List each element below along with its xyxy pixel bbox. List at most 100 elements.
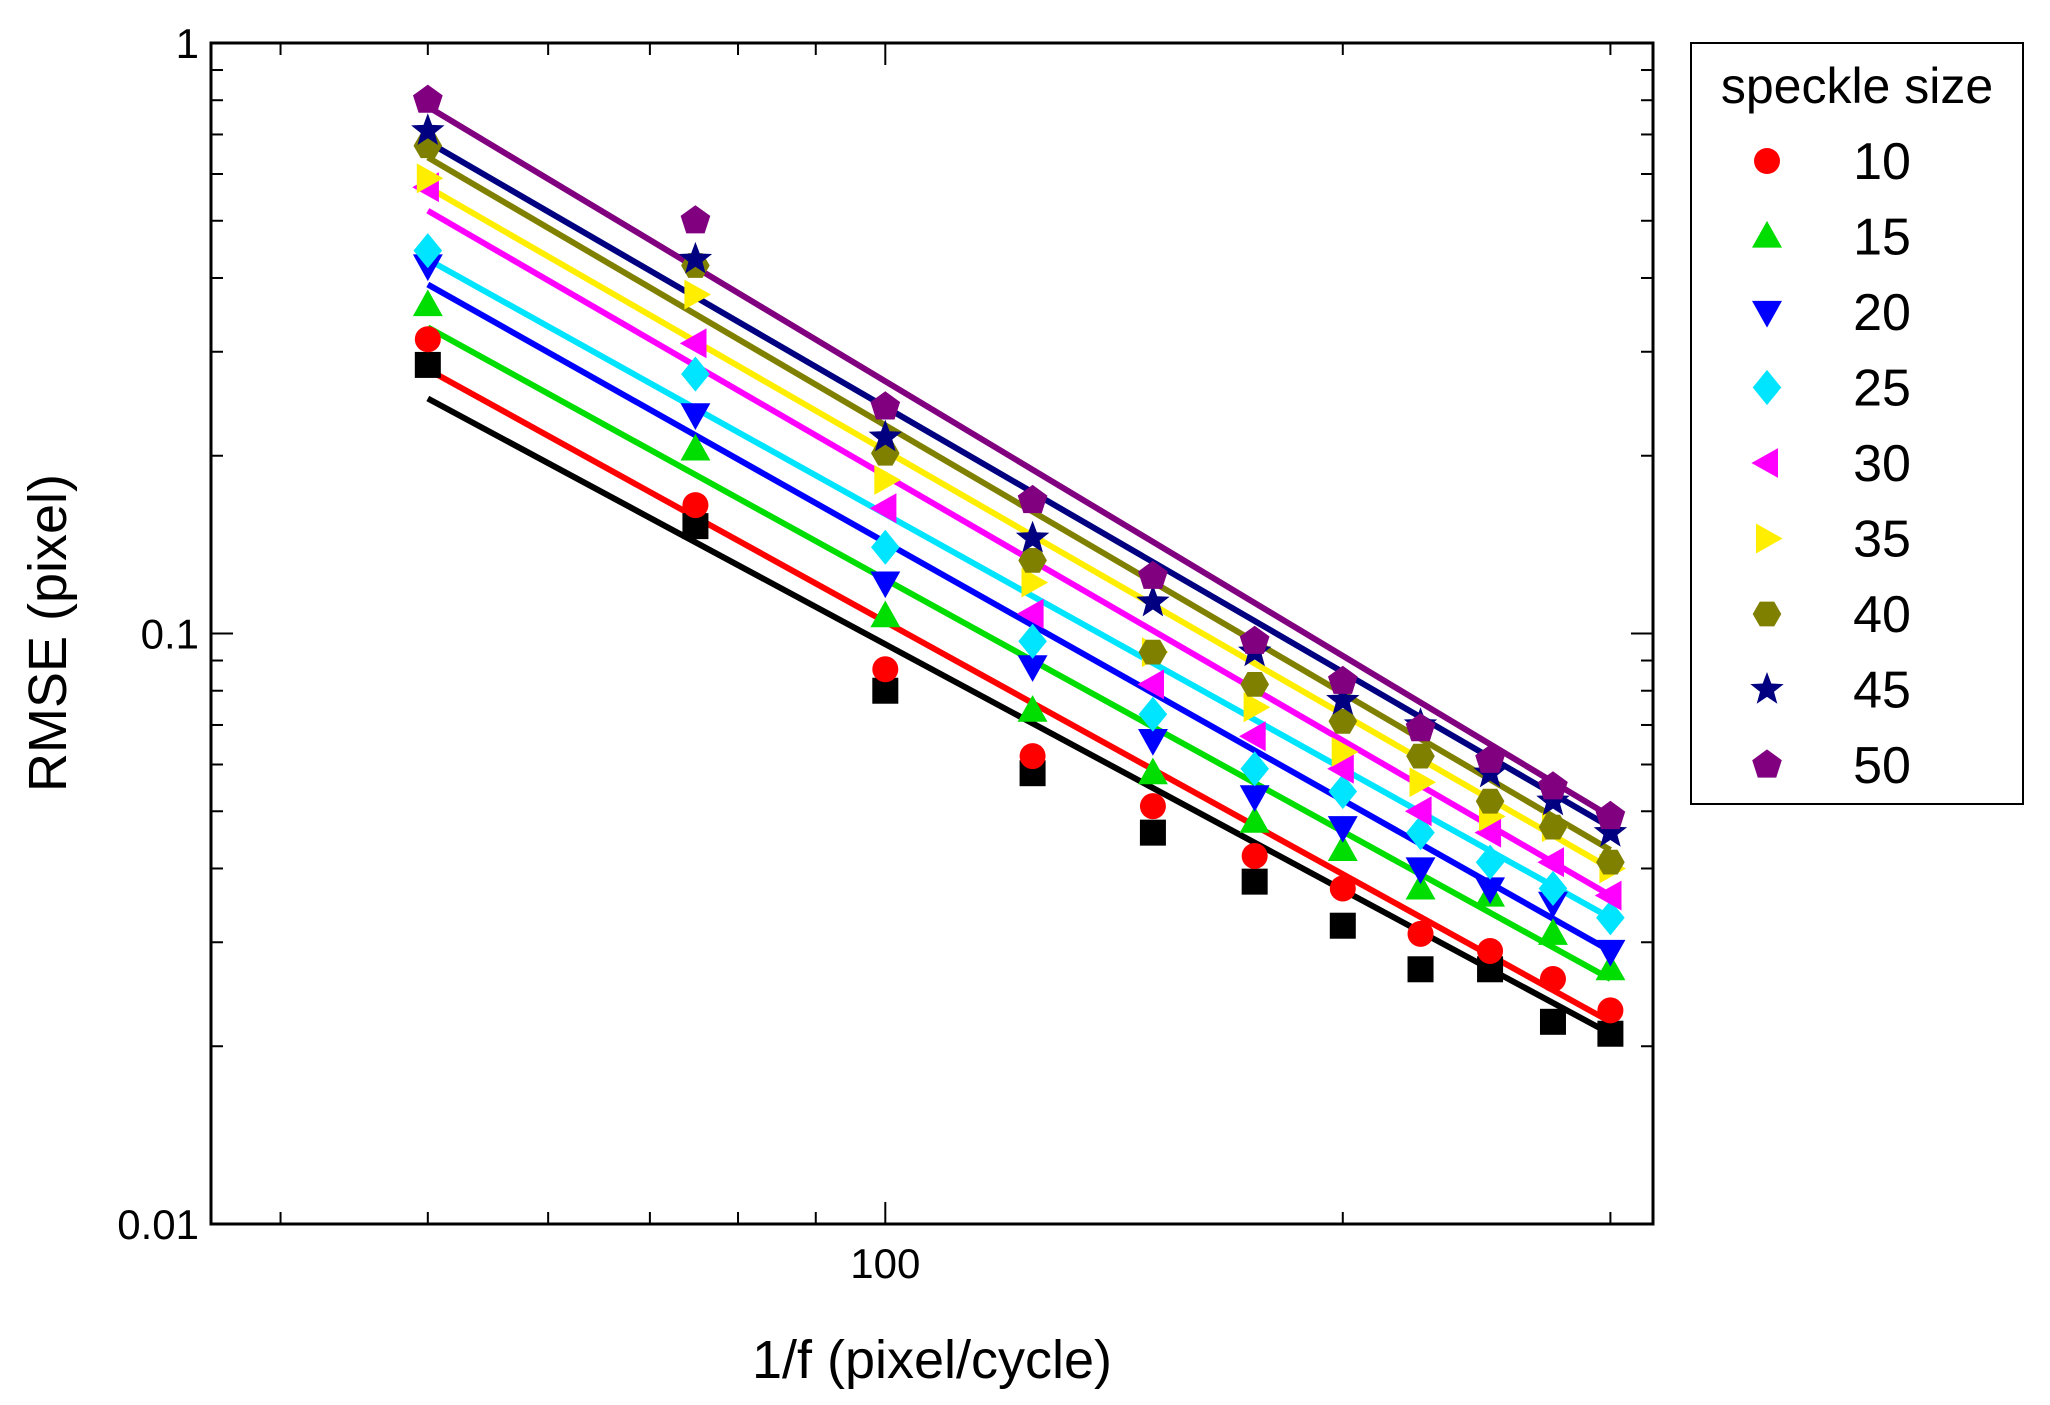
legend-label-50: 50 bbox=[1853, 737, 1911, 795]
y-tick-label: 0.01 bbox=[117, 1201, 199, 1248]
series-45-point bbox=[1326, 683, 1360, 715]
series-50-point bbox=[1538, 771, 1568, 800]
axis-ticks bbox=[211, 42, 1653, 1225]
legend-item-10: 10 bbox=[1754, 133, 1911, 191]
y-tick-label: 1 bbox=[176, 20, 199, 67]
series-25-point bbox=[1328, 774, 1358, 810]
legend-marker-20 bbox=[1752, 300, 1782, 328]
series-25-fit-line bbox=[426, 256, 1612, 921]
series-20-point bbox=[870, 571, 901, 599]
series-15-point bbox=[1017, 695, 1048, 722]
legend-label-25: 25 bbox=[1853, 360, 1911, 418]
series-20-fit-line bbox=[426, 281, 1612, 954]
series-30-point bbox=[1327, 753, 1354, 784]
series-10-point bbox=[1477, 937, 1504, 964]
x-axis-title: 1/f (pixel/cycle) bbox=[752, 1330, 1112, 1390]
series-50-point bbox=[680, 205, 711, 234]
series-reference-fit-line bbox=[426, 395, 1612, 1037]
series-30-point bbox=[1137, 669, 1164, 700]
series-reference-point bbox=[1329, 912, 1356, 939]
series-45-point bbox=[411, 113, 445, 145]
y-axis-title: RMSE (pixel) bbox=[18, 474, 78, 792]
series-50-point bbox=[1595, 800, 1626, 830]
series-10-point bbox=[872, 656, 899, 683]
series-50-point bbox=[1138, 560, 1168, 589]
data-points bbox=[411, 84, 1628, 1047]
series-30-point bbox=[1239, 721, 1266, 752]
legend-marker-35 bbox=[1756, 523, 1783, 554]
series-45-points bbox=[411, 113, 1628, 847]
series-15-points bbox=[412, 289, 1626, 981]
series-25-point bbox=[1475, 844, 1505, 880]
series-35-point bbox=[1243, 692, 1271, 723]
series-10-point bbox=[1407, 920, 1434, 947]
series-10-point bbox=[1019, 743, 1046, 770]
y-tick-label: 0.1 bbox=[141, 611, 199, 658]
legend-marker-10 bbox=[1754, 148, 1780, 174]
legend-items: 10 15 20 25 30 35 40 45 50 bbox=[1750, 133, 1911, 795]
series-50-point bbox=[1017, 484, 1048, 514]
plot-frame bbox=[209, 41, 1655, 1226]
series-50-points bbox=[413, 84, 1626, 830]
series-40-point bbox=[1138, 639, 1168, 665]
series-10-fit-line bbox=[426, 366, 1612, 1025]
series-15-point bbox=[1239, 806, 1270, 833]
series-10-point bbox=[1539, 965, 1566, 992]
legend-label-15: 15 bbox=[1853, 209, 1911, 267]
series-30-point bbox=[1537, 847, 1564, 878]
series-40-points bbox=[413, 133, 1625, 875]
legend-label-20: 20 bbox=[1853, 284, 1911, 342]
x-tick-label: 100 bbox=[850, 1240, 920, 1287]
series-30-point bbox=[1594, 880, 1622, 911]
legend-label-45: 45 bbox=[1853, 662, 1911, 720]
legend-marker-25 bbox=[1752, 369, 1782, 406]
series-40-fit-line bbox=[426, 154, 1612, 853]
series-50-fit-line bbox=[426, 104, 1612, 820]
series-50-point bbox=[1475, 744, 1505, 773]
series-35-point bbox=[416, 163, 444, 194]
series-25-point bbox=[1240, 751, 1269, 787]
legend-title: speckle size bbox=[1721, 58, 1993, 114]
series-45-point bbox=[868, 419, 902, 452]
series-20-point bbox=[1327, 816, 1358, 843]
series-10-point bbox=[1139, 793, 1166, 820]
series-25-point bbox=[1596, 900, 1625, 936]
series-30-point bbox=[679, 328, 707, 359]
series-35-point bbox=[874, 465, 901, 495]
legend-label-40: 40 bbox=[1853, 586, 1911, 644]
series-50-point bbox=[870, 391, 901, 420]
series-40-point bbox=[1240, 672, 1269, 697]
series-reference-point bbox=[414, 351, 441, 378]
legend-item-20: 20 bbox=[1752, 284, 1911, 342]
series-15-point bbox=[1138, 757, 1168, 785]
series-25-point bbox=[1018, 623, 1047, 659]
series-20-point bbox=[680, 403, 711, 430]
series-20-point bbox=[1595, 939, 1626, 967]
axis-tick-labels: 1 0.1 0.01 100 bbox=[117, 20, 920, 1287]
series-10-point bbox=[414, 326, 441, 353]
series-reference-point bbox=[1407, 956, 1434, 983]
series-30-point bbox=[1404, 796, 1432, 827]
series-15-point bbox=[1327, 834, 1358, 861]
series-20-point bbox=[1138, 729, 1168, 756]
series-20-point bbox=[1017, 655, 1048, 682]
series-25-point bbox=[413, 233, 443, 269]
series-10-point bbox=[1241, 842, 1268, 869]
series-reference-point bbox=[1241, 868, 1268, 895]
legend-item-40: 40 bbox=[1752, 586, 1911, 644]
series-20-point bbox=[1239, 785, 1270, 812]
legend-item-35: 35 bbox=[1756, 511, 1911, 569]
series-10-point bbox=[1329, 875, 1356, 902]
legend-item-30: 30 bbox=[1751, 435, 1911, 493]
series-35-fit-line bbox=[426, 184, 1612, 872]
series-40-point bbox=[1475, 788, 1505, 814]
series-10-point bbox=[1597, 997, 1624, 1024]
series-50-point bbox=[1405, 713, 1436, 742]
series-50-point bbox=[1328, 665, 1358, 694]
legend-item-15: 15 bbox=[1752, 209, 1911, 267]
series-25-point bbox=[1538, 870, 1568, 906]
series-35-point bbox=[684, 279, 711, 310]
series-15-fit-line bbox=[426, 324, 1612, 982]
series-45-point bbox=[1593, 815, 1628, 847]
